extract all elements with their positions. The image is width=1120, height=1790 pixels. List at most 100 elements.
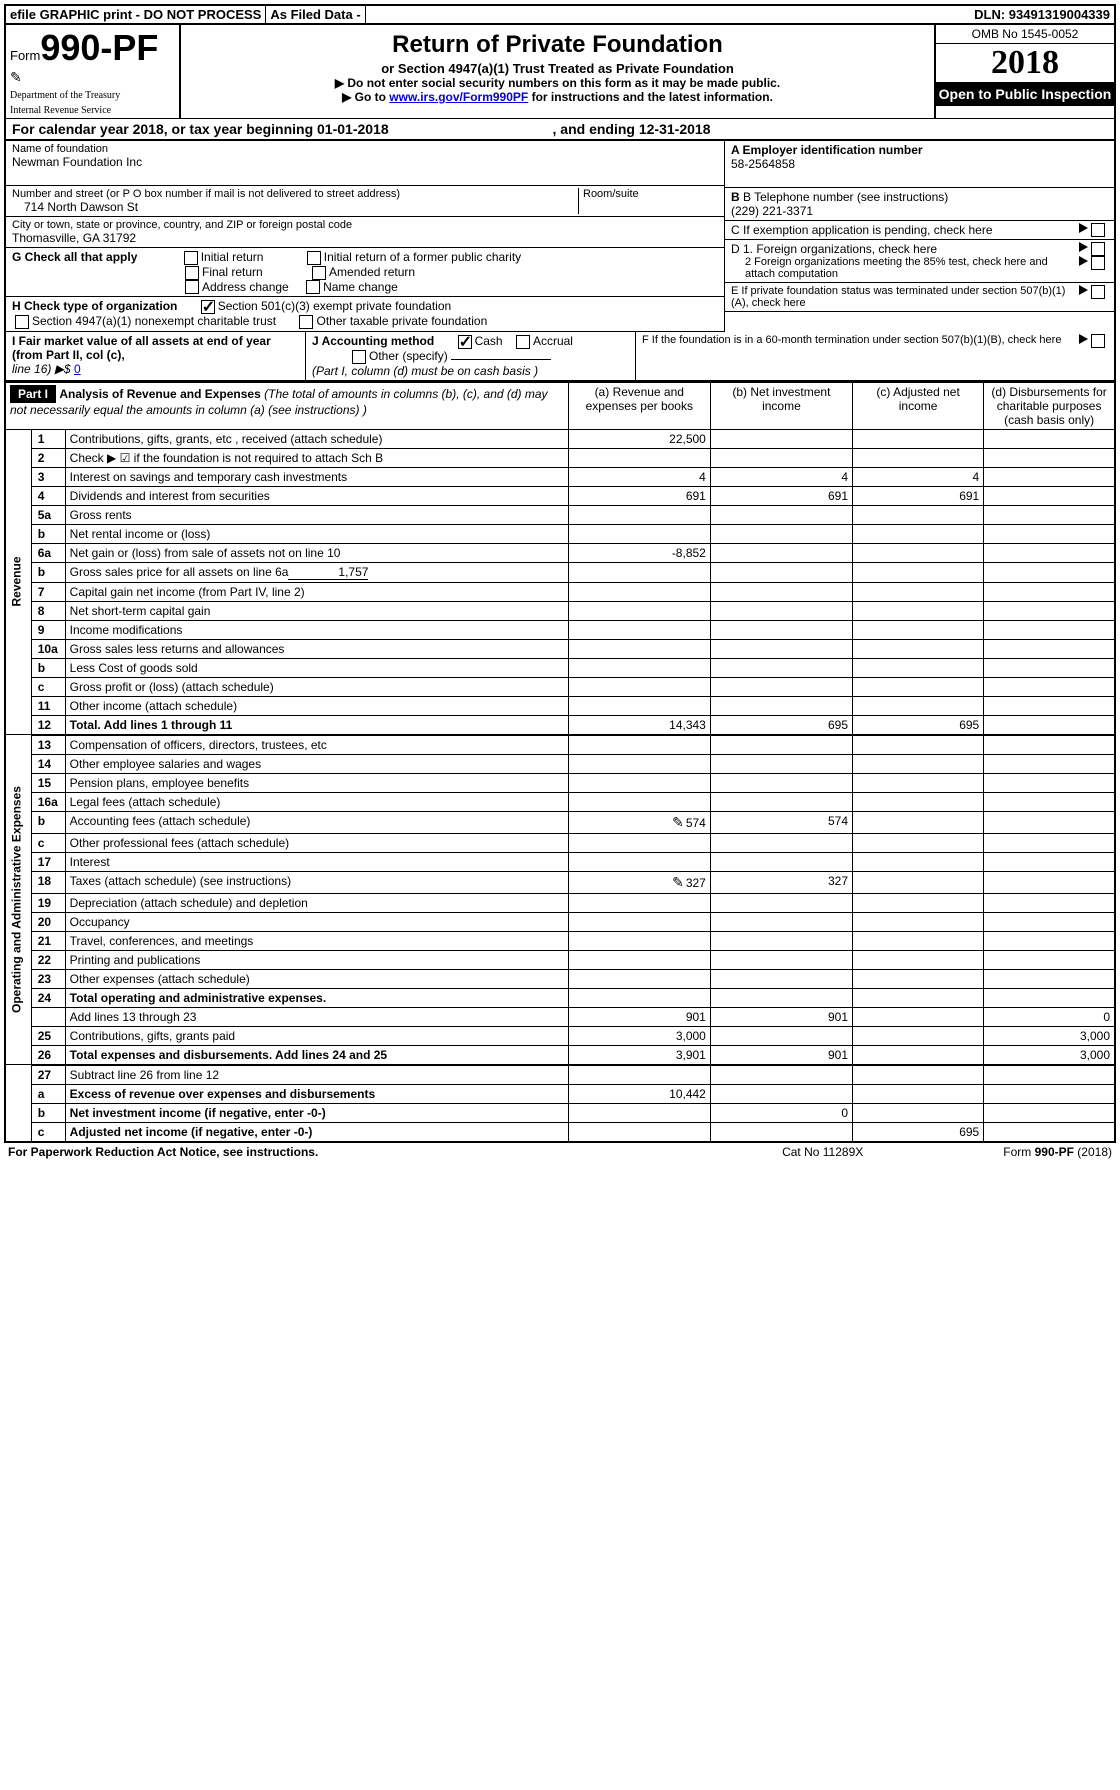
row-num: b: [31, 658, 65, 677]
table-row: 2Check ▶ ☑ if the foundation is not requ…: [5, 448, 1115, 467]
row-desc: Interest on savings and temporary cash i…: [65, 467, 568, 486]
e-checkbox[interactable]: [1091, 285, 1105, 299]
col-a: 14,343: [568, 715, 710, 735]
d1-checkbox[interactable]: [1091, 242, 1105, 256]
irs-link[interactable]: www.irs.gov/Form990PF: [389, 90, 528, 104]
col-c: [853, 852, 984, 871]
i-label: I Fair market value of all assets at end…: [12, 334, 271, 362]
col-c: [853, 811, 984, 833]
final-return-checkbox[interactable]: [185, 266, 199, 280]
row-desc: Add lines 13 through 23: [65, 1007, 568, 1026]
table-row: 20Occupancy: [5, 912, 1115, 931]
city-value: Thomasville, GA 31792: [12, 231, 718, 245]
name-change-checkbox[interactable]: [306, 280, 320, 294]
col-d: [984, 969, 1115, 988]
f-checkbox[interactable]: [1091, 334, 1105, 348]
row-desc: Other expenses (attach schedule): [65, 969, 568, 988]
col-c: [853, 1103, 984, 1122]
row-desc: Gross rents: [65, 505, 568, 524]
arrow-icon: [1079, 334, 1088, 344]
col-d-header: (d) Disbursements for charitable purpose…: [984, 382, 1115, 429]
col-d: [984, 871, 1115, 893]
col-b: [710, 1065, 852, 1085]
row-desc: Total operating and administrative expen…: [65, 988, 568, 1007]
col-d: [984, 912, 1115, 931]
col-d: [984, 735, 1115, 755]
col-a: 3,901: [568, 1045, 710, 1065]
col-c: [853, 1007, 984, 1026]
other-method-checkbox[interactable]: [352, 350, 366, 364]
address-change-checkbox[interactable]: [185, 280, 199, 294]
row-desc: Net investment income (if negative, ente…: [65, 1103, 568, 1122]
initial-return-checkbox[interactable]: [184, 251, 198, 265]
col-b: [710, 1122, 852, 1142]
row-num: b: [31, 524, 65, 543]
row-num: 19: [31, 893, 65, 912]
accrual-checkbox[interactable]: [516, 335, 530, 349]
col-a: [568, 505, 710, 524]
amended-checkbox[interactable]: [312, 266, 326, 280]
col-a: [568, 912, 710, 931]
row-desc: Travel, conferences, and meetings: [65, 931, 568, 950]
col-a: [568, 677, 710, 696]
other-taxable-checkbox[interactable]: [299, 315, 313, 329]
table-row: 15Pension plans, employee benefits: [5, 773, 1115, 792]
arrow-icon: [1079, 256, 1088, 266]
501c3-checkbox[interactable]: [201, 300, 215, 314]
row-num: 11: [31, 696, 65, 715]
col-c: [853, 735, 984, 755]
table-row: 24Total operating and administrative exp…: [5, 988, 1115, 1007]
col-a: -8,852: [568, 543, 710, 562]
row-num: 20: [31, 912, 65, 931]
col-a: [568, 601, 710, 620]
col-a: [568, 620, 710, 639]
table-row: 4Dividends and interest from securities6…: [5, 486, 1115, 505]
col-b: 901: [710, 1007, 852, 1026]
col-b: [710, 1026, 852, 1045]
g-label: G Check all that apply: [12, 250, 137, 264]
spacer: [5, 1065, 31, 1142]
f-label: F If the foundation is in a 60-month ter…: [642, 334, 1079, 378]
row-desc: Depreciation (attach schedule) and deple…: [65, 893, 568, 912]
row-desc: Total. Add lines 1 through 11: [65, 715, 568, 735]
col-c: [853, 1084, 984, 1103]
row-desc: Subtract line 26 from line 12: [65, 1065, 568, 1085]
row-desc: Net short-term capital gain: [65, 601, 568, 620]
d2-checkbox[interactable]: [1091, 256, 1105, 270]
col-b: [710, 773, 852, 792]
row-num: 14: [31, 754, 65, 773]
cash-checkbox[interactable]: [458, 335, 472, 349]
c-checkbox[interactable]: [1091, 223, 1105, 237]
row-num: 21: [31, 931, 65, 950]
row-desc: Less Cost of goods sold: [65, 658, 568, 677]
row-num: 27: [31, 1065, 65, 1085]
footer-left: For Paperwork Reduction Act Notice, see …: [8, 1145, 318, 1159]
row-num: 10a: [31, 639, 65, 658]
col-c: [853, 1065, 984, 1085]
initial-former-checkbox[interactable]: [307, 251, 321, 265]
col-a: [568, 735, 710, 755]
row-num: b: [31, 811, 65, 833]
col-d: 0: [984, 1007, 1115, 1026]
col-c: [853, 792, 984, 811]
arrow-icon: [1079, 242, 1088, 252]
col-b: [710, 754, 852, 773]
title-box: Return of Private Foundation or Section …: [181, 25, 934, 118]
col-d: [984, 754, 1115, 773]
row-desc: Other income (attach schedule): [65, 696, 568, 715]
col-c: [853, 562, 984, 582]
foundation-name: Newman Foundation Inc: [12, 155, 718, 169]
col-d: [984, 620, 1115, 639]
pen-icon: [672, 816, 686, 830]
4947-checkbox[interactable]: [15, 315, 29, 329]
table-row: bLess Cost of goods sold: [5, 658, 1115, 677]
col-b: [710, 852, 852, 871]
table-row: 23Other expenses (attach schedule): [5, 969, 1115, 988]
col-b: 695: [710, 715, 852, 735]
col-d: [984, 448, 1115, 467]
row-desc: Compensation of officers, directors, tru…: [65, 735, 568, 755]
col-d: [984, 773, 1115, 792]
subtitle-1: or Section 4947(a)(1) Trust Treated as P…: [189, 61, 926, 76]
e-label: E If private foundation status was termi…: [731, 285, 1079, 309]
col-b: [710, 969, 852, 988]
